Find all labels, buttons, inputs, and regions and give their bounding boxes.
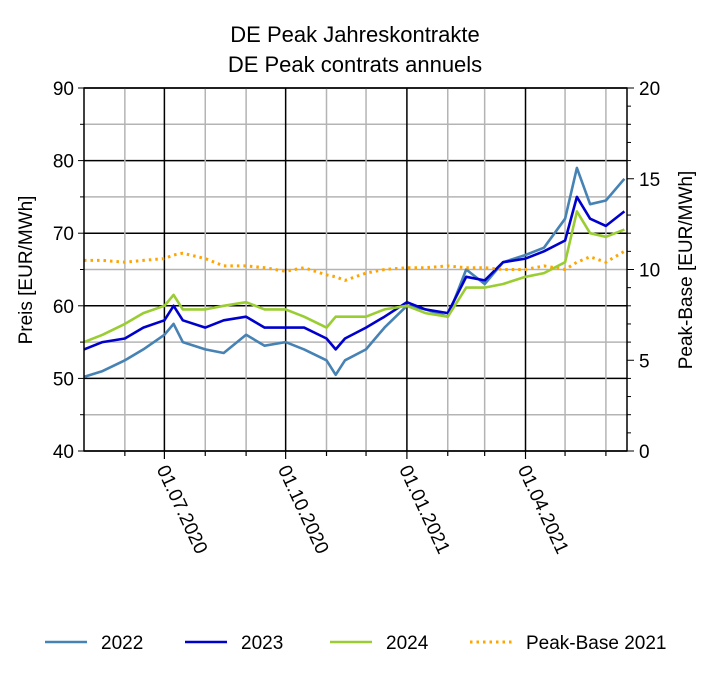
y-right-tick-label: 0 bbox=[639, 442, 650, 463]
x-tick-label: 01.01.2021 bbox=[394, 462, 453, 557]
series-lines bbox=[83, 166, 626, 379]
legend-label: 2022 bbox=[101, 633, 143, 654]
legend-label: 2024 bbox=[386, 633, 429, 654]
y-tick-label: 60 bbox=[53, 297, 74, 318]
y-tick-label: 90 bbox=[53, 79, 74, 100]
series-line-2024 bbox=[83, 210, 625, 344]
legend: 2022 2023 2024 Peak-Base 2021 bbox=[45, 633, 667, 654]
axes: 40 50 60 70 80 90 0 5 10 15 20 01.07.2020 01.10.2020… bbox=[53, 79, 660, 557]
x-tick-label: 01.04.2021 bbox=[513, 462, 572, 557]
y-right-tick-label: 10 bbox=[639, 261, 660, 282]
series-line-2022 bbox=[83, 166, 626, 379]
y-right-tick-label: 15 bbox=[639, 170, 660, 191]
y-tick-label: 70 bbox=[53, 224, 74, 245]
y-right-tick-label: 5 bbox=[639, 351, 650, 372]
y-tick-label: 50 bbox=[53, 369, 74, 390]
x-tick-label: 01.07.2020 bbox=[152, 462, 211, 557]
y-right-tick-label: 20 bbox=[639, 79, 660, 100]
legend-label: 2023 bbox=[241, 633, 283, 654]
x-tick-label: 01.10.2020 bbox=[273, 462, 332, 557]
y-axis-label: Preis [EUR/MWh] bbox=[16, 196, 37, 345]
legend-label: Peak-Base 2021 bbox=[526, 633, 667, 654]
y-tick-label: 80 bbox=[53, 152, 74, 173]
grid bbox=[84, 87, 627, 452]
y-axis-right-label: Peak-Base [EUR/MWh] bbox=[676, 171, 697, 370]
y-tick-label: 40 bbox=[53, 442, 74, 463]
chart-title-line-2: DE Peak contrats annuels bbox=[228, 52, 482, 77]
chart-title-line-1: DE Peak Jahreskontrakte bbox=[230, 22, 479, 47]
series-line-peak-base-2021 bbox=[84, 250, 626, 282]
series-line-2023 bbox=[83, 195, 626, 351]
